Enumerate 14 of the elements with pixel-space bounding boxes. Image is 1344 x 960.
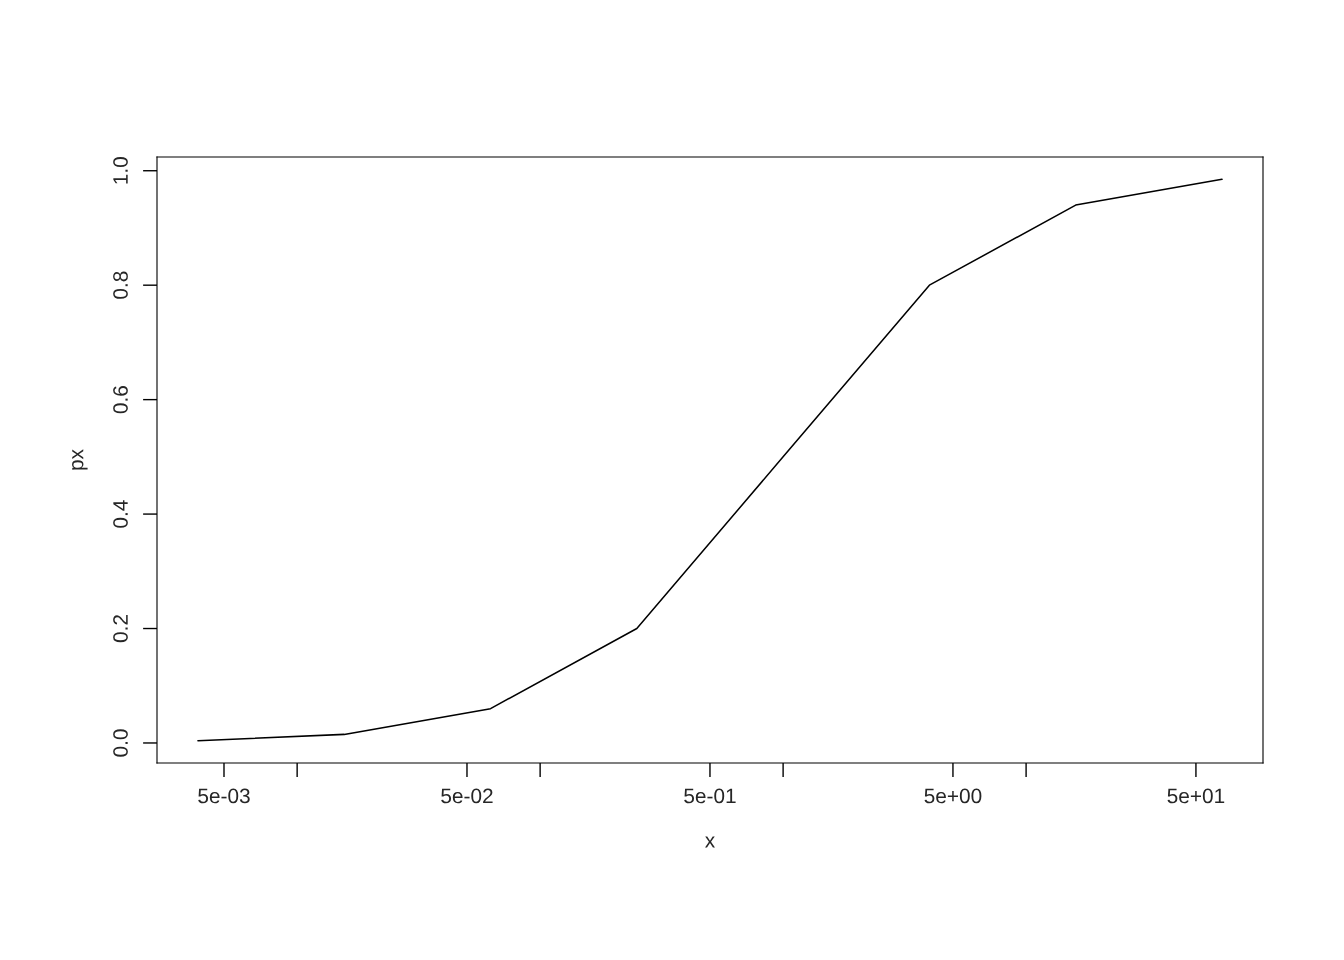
x-tick-label: 5e-02 xyxy=(441,788,493,804)
y-tick-label: 0.4 xyxy=(113,500,128,528)
y-tick-label: 1.0 xyxy=(113,157,128,184)
x-tick-label: 5e-01 xyxy=(684,788,736,804)
y-tick-label: 0.6 xyxy=(113,386,128,414)
y-tick-label: 0.8 xyxy=(113,271,128,299)
y-tick-label: 0.2 xyxy=(113,615,128,643)
y-axis-title: px xyxy=(72,449,88,470)
y-tick-label: 0.0 xyxy=(113,729,128,757)
x-axis-title: x xyxy=(705,836,715,848)
line-series xyxy=(197,178,1223,742)
x-tick-label: 5e+00 xyxy=(924,788,982,804)
x-tick-label: 5e-03 xyxy=(198,788,250,804)
x-tick-label: 5e+01 xyxy=(1167,788,1225,804)
